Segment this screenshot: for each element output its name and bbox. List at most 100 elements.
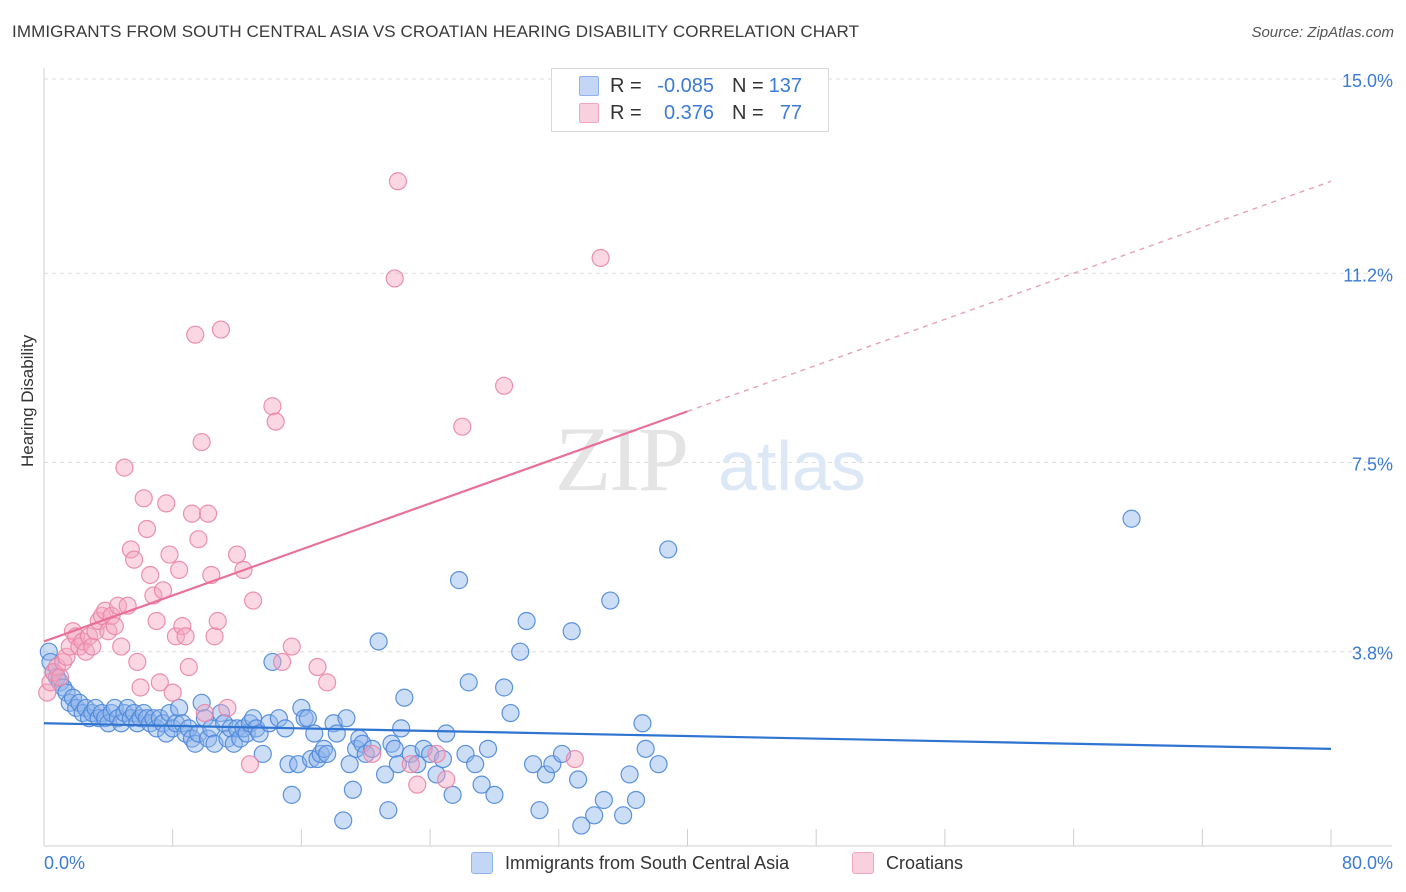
data-point	[279, 755, 298, 774]
data-point	[128, 714, 147, 733]
data-point	[115, 458, 134, 477]
data-point	[565, 749, 584, 769]
data-point	[388, 755, 408, 774]
stats-legend: R = -0.085 N = 137 R = 0.376 N = 77	[551, 68, 829, 132]
data-point	[263, 652, 282, 672]
data-point	[620, 765, 639, 784]
data-point	[121, 540, 140, 559]
stats-row-blue: R = -0.085 N = 137	[552, 73, 828, 99]
data-point	[517, 611, 536, 631]
data-point	[408, 755, 427, 774]
data-point	[437, 770, 456, 789]
data-point	[427, 765, 446, 784]
data-point	[211, 320, 231, 339]
r-label: R =	[610, 74, 642, 97]
data-point	[301, 749, 321, 769]
data-point	[124, 550, 144, 569]
data-point	[163, 683, 182, 702]
stats-row-pink: R = 0.376 N = 77	[552, 100, 828, 126]
data-point	[314, 739, 334, 758]
data-point	[153, 714, 173, 733]
legend-swatch-pink	[852, 852, 874, 874]
data-point	[401, 755, 420, 774]
data-point	[385, 269, 404, 288]
data-point	[369, 632, 388, 651]
data-point	[112, 714, 131, 733]
legend-swatch-blue	[579, 76, 599, 96]
data-point	[485, 785, 504, 804]
data-point	[585, 806, 604, 825]
data-point	[327, 724, 346, 743]
watermark-atlas: atlas	[718, 427, 866, 505]
tick-labels: 3.8% 7.5% 11.2% 15.0% 0.0% 80.0%	[44, 71, 1393, 873]
data-point	[198, 504, 218, 523]
data-point	[318, 673, 337, 692]
data-point	[240, 755, 260, 774]
data-point	[253, 744, 272, 764]
data-point	[379, 801, 398, 820]
data-point	[385, 739, 404, 758]
data-point	[170, 698, 189, 718]
data-point	[227, 545, 247, 564]
data-point	[134, 489, 153, 508]
data-point	[523, 755, 543, 774]
watermark-zip: ZIP	[555, 408, 687, 510]
data-point	[1122, 509, 1141, 528]
data-point	[633, 714, 652, 733]
data-point	[38, 683, 57, 702]
series-pink-points	[38, 172, 610, 794]
data-point	[144, 709, 163, 728]
data-point	[208, 611, 227, 631]
data-point	[388, 172, 408, 191]
chart-title: IMMIGRANTS FROM SOUTH CENTRAL ASIA VS CR…	[12, 22, 860, 41]
data-point	[192, 693, 211, 712]
data-point	[205, 627, 224, 646]
data-point	[636, 739, 655, 758]
data-point	[443, 785, 462, 804]
data-point	[659, 540, 678, 559]
data-point	[343, 780, 362, 799]
source-label: Source: ZipAtlas.com	[1251, 24, 1394, 41]
data-point	[131, 678, 150, 697]
legend-label: Immigrants from South Central Asia	[505, 852, 790, 873]
y-tick-label: 7.5%	[1352, 455, 1393, 475]
data-point	[137, 519, 157, 539]
data-point	[311, 744, 330, 764]
series-blue-points	[39, 509, 1141, 835]
y-axis-label: Hearing Disability	[18, 334, 37, 467]
data-point	[218, 698, 237, 718]
data-point	[427, 744, 446, 764]
data-point	[437, 724, 456, 743]
data-point	[308, 657, 327, 677]
data-point	[179, 657, 198, 677]
data-point	[160, 545, 179, 564]
data-point	[466, 755, 485, 774]
data-point	[495, 678, 514, 697]
data-point	[308, 749, 327, 769]
data-point	[134, 703, 153, 723]
axes	[43, 68, 1392, 847]
data-point	[511, 642, 530, 661]
data-point	[83, 637, 102, 656]
data-point	[141, 565, 160, 585]
data-point	[176, 627, 195, 646]
data-point	[57, 647, 76, 666]
trend-lines	[43, 180, 1332, 750]
trend-line	[43, 722, 1332, 750]
data-point	[50, 668, 70, 687]
r-value: 0.376	[663, 101, 714, 124]
data-point	[182, 504, 202, 523]
data-point	[186, 325, 205, 344]
watermark: ZIP atlas	[555, 408, 866, 510]
legend-item-croatians[interactable]: Croatians	[852, 852, 963, 874]
legend-swatch-pink	[579, 103, 599, 123]
data-point	[99, 714, 118, 733]
data-point	[50, 673, 70, 692]
r-label: R =	[610, 101, 642, 124]
legend-item-immigrants[interactable]: Immigrants from South Central Asia	[471, 852, 789, 874]
data-point	[501, 703, 520, 723]
y-tick-label: 3.8%	[1352, 644, 1393, 664]
data-point	[272, 652, 292, 672]
n-value: 77	[779, 101, 802, 124]
